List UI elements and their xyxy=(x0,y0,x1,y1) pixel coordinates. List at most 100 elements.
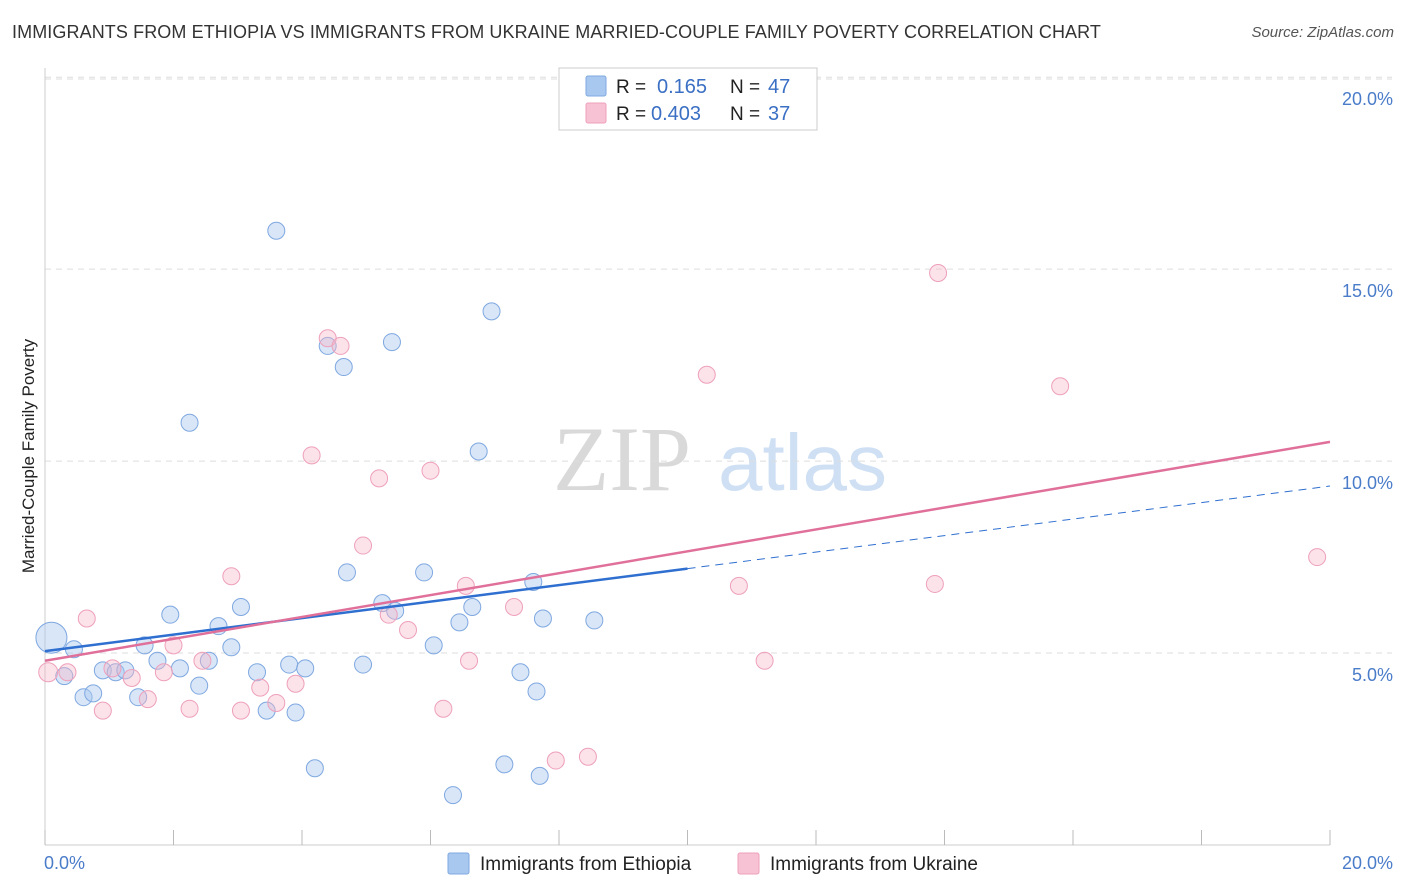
ethiopia-trend-extension xyxy=(687,485,1331,570)
ukraine-point xyxy=(1308,548,1327,567)
ethiopia-point xyxy=(286,703,305,722)
bottom-legend-label-ukraine: Immigrants from Ukraine xyxy=(770,854,978,875)
ethiopia-point xyxy=(35,621,68,654)
chart-title: IMMIGRANTS FROM ETHIOPIA VS IMMIGRANTS F… xyxy=(12,22,1102,42)
legend-n-label-ethiopia: N = xyxy=(730,77,760,98)
ethiopia-point xyxy=(337,563,356,582)
ethiopia-point xyxy=(334,358,353,377)
ethiopia-point xyxy=(222,638,241,657)
ukraine-point xyxy=(193,651,212,670)
legend-swatch-ethiopia xyxy=(585,75,607,97)
legend-r-label-ukraine: R = xyxy=(616,104,646,125)
legend-n-value-ukraine: 37 xyxy=(768,103,790,125)
ukraine-point xyxy=(505,597,524,616)
y-tick-label: 15.0% xyxy=(1342,281,1393,301)
ukraine-point xyxy=(138,690,157,709)
y-tick-label: 10.0% xyxy=(1342,473,1393,493)
ukraine-point xyxy=(77,609,96,628)
ethiopia-point xyxy=(161,605,180,624)
ethiopia-point xyxy=(257,701,276,720)
y-tick-label: 5.0% xyxy=(1352,665,1393,685)
ethiopia-point xyxy=(511,663,530,682)
ukraine-point xyxy=(729,576,748,595)
ethiopia-point xyxy=(318,336,337,355)
watermark: ZIP atlas xyxy=(553,408,887,510)
ukraine-point xyxy=(929,263,948,282)
watermark-atlas: atlas xyxy=(718,418,887,507)
ukraine-point xyxy=(755,651,774,670)
ukraine-point xyxy=(222,567,241,586)
ethiopia-point xyxy=(415,563,434,582)
y-axis-tick-labels: 5.0% 10.0% 15.0% 20.0% xyxy=(1342,89,1393,685)
ethiopia-point xyxy=(482,302,501,321)
ukraine-point xyxy=(267,693,286,712)
ukraine-point xyxy=(122,669,141,688)
bottom-legend-swatch-ukraine xyxy=(737,852,760,875)
ethiopia-point xyxy=(170,659,189,678)
ethiopia-point xyxy=(180,413,199,432)
ethiopia-point xyxy=(527,682,546,701)
ethiopia-point xyxy=(585,611,604,630)
trend-lines xyxy=(44,440,1331,662)
y-tick-label: 20.0% xyxy=(1342,89,1393,109)
series-ethiopia-points xyxy=(35,221,604,805)
ukraine-point xyxy=(164,636,183,655)
bottom-legend-label-ethiopia: Immigrants from Ethiopia xyxy=(480,854,692,875)
ukraine-point xyxy=(58,663,77,682)
ukraine-point xyxy=(331,336,350,355)
legend-n-value-ethiopia: 47 xyxy=(768,76,790,98)
ethiopia-point xyxy=(74,688,93,707)
ukraine-point xyxy=(421,461,440,480)
ukraine-point xyxy=(1051,377,1070,396)
ukraine-point xyxy=(302,446,321,465)
ukraine-point xyxy=(251,678,270,697)
ethiopia-point xyxy=(463,597,482,616)
x-axis-ticks xyxy=(44,830,1331,845)
correlation-legend: R = 0.165 N = 47 R = 0.403 N = 37 xyxy=(558,67,818,131)
ukraine-point xyxy=(578,747,597,766)
gridlines xyxy=(45,76,1392,654)
legend-n-label-ukraine: N = xyxy=(730,104,760,125)
ukraine-point xyxy=(180,699,199,718)
x-tick-label-max: 20.0% xyxy=(1342,853,1393,873)
ethiopia-point xyxy=(469,442,488,461)
ethiopia-point xyxy=(296,659,315,678)
ethiopia-point xyxy=(530,766,549,785)
ukraine-point xyxy=(93,701,112,720)
ukraine-point xyxy=(399,621,418,640)
ethiopia-point xyxy=(231,597,250,616)
ukraine-point xyxy=(286,674,305,693)
ethiopia-point xyxy=(443,786,462,805)
ethiopia-point xyxy=(84,684,103,703)
legend-swatch-ukraine xyxy=(585,102,607,124)
bottom-legend-swatch-ethiopia xyxy=(447,852,470,875)
ethiopia-point xyxy=(495,755,514,774)
ethiopia-point xyxy=(533,609,552,628)
ukraine-point xyxy=(460,651,479,670)
ethiopia-point xyxy=(199,651,218,670)
ukraine-point xyxy=(354,536,373,555)
ethiopia-point xyxy=(148,651,167,670)
ethiopia-point xyxy=(305,759,324,778)
ukraine-point xyxy=(456,576,475,595)
ethiopia-point xyxy=(354,655,373,674)
ethiopia-point xyxy=(382,333,401,352)
ukraine-point xyxy=(154,663,173,682)
chart-source: Source: ZipAtlas.com xyxy=(1251,24,1394,41)
legend-r-label-ethiopia: R = xyxy=(616,77,646,98)
ukraine-point xyxy=(103,659,122,678)
legend-r-value-ukraine: 0.403 xyxy=(651,103,701,125)
ethiopia-point xyxy=(267,221,286,240)
y-axis-label: Married-Couple Family Poverty xyxy=(19,338,38,573)
ethiopia-point xyxy=(248,663,267,682)
series-legend: Immigrants from Ethiopia Immigrants from… xyxy=(447,852,978,875)
ukraine-point xyxy=(231,701,250,720)
ukraine-point xyxy=(546,751,565,770)
ethiopia-point xyxy=(450,613,469,632)
ukraine-point xyxy=(434,699,453,718)
series-ukraine-points xyxy=(38,263,1327,770)
ukraine-point xyxy=(925,574,944,593)
ethiopia-point xyxy=(424,636,443,655)
ukraine-point xyxy=(38,662,59,683)
ethiopia-point xyxy=(280,655,299,674)
